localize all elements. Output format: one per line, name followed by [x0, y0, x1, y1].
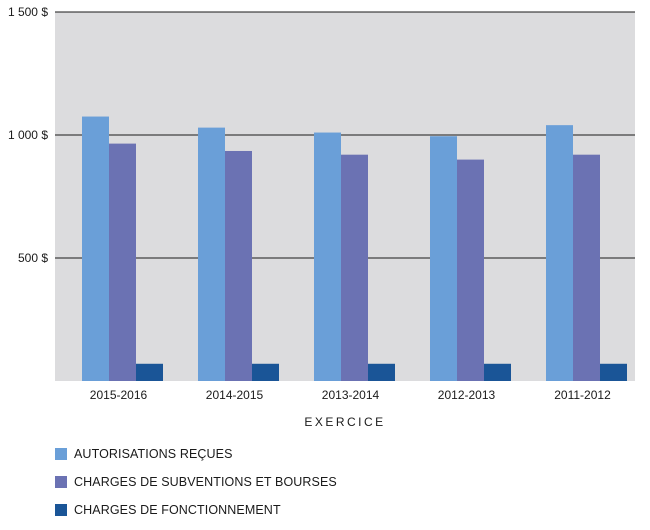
- legend: AUTORISATIONS REÇUES CHARGES DE SUBVENTI…: [55, 440, 337, 524]
- bar: [136, 363, 163, 381]
- bar: [368, 363, 395, 381]
- bar: [573, 154, 600, 381]
- legend-item-grants-expenses: CHARGES DE SUBVENTIONS ET BOURSES: [55, 468, 337, 496]
- bar: [600, 363, 627, 381]
- x-tick-labels: 2015-2016 2014-2015 2013-2014 2012-2013 2011…: [90, 388, 611, 402]
- legend-swatch: [55, 504, 67, 516]
- y-tick-label: 1 500 $: [8, 5, 48, 19]
- legend-label: CHARGES DE FONCTIONNEMENT: [74, 503, 281, 517]
- x-tick-label: 2012-2013: [438, 388, 496, 402]
- bar: [546, 125, 573, 381]
- x-tick-label: 2015-2016: [90, 388, 148, 402]
- legend-swatch: [55, 476, 67, 488]
- bar: [82, 116, 109, 382]
- x-tick-label: 2011-2012: [554, 388, 611, 402]
- legend-label: AUTORISATIONS REÇUES: [74, 447, 233, 461]
- bar-chart: 500 $1 000 $1 500 $ 2015-2016 2014-2015 20…: [8, 5, 635, 429]
- x-axis-label: EXERCICE: [304, 415, 385, 429]
- bar: [252, 363, 279, 381]
- y-tick-labels: 500 $ 1 000 $ 1 500 $: [8, 5, 48, 265]
- bar: [198, 127, 225, 382]
- y-tick-label: 1 000 $: [8, 128, 48, 142]
- bar: [430, 136, 457, 381]
- bar: [314, 132, 341, 381]
- legend-label: CHARGES DE SUBVENTIONS ET BOURSES: [74, 475, 337, 489]
- x-tick-label: 2014-2015: [206, 388, 264, 402]
- legend-swatch: [55, 448, 67, 460]
- legend-item-authorizations: AUTORISATIONS REÇUES: [55, 440, 337, 468]
- bar: [457, 159, 484, 381]
- bars: [82, 116, 627, 382]
- x-tick-label: 2013-2014: [322, 388, 380, 402]
- bar: [341, 154, 368, 381]
- y-tick-label: 500 $: [18, 251, 48, 265]
- bar: [109, 143, 136, 381]
- legend-item-operating-expenses: CHARGES DE FONCTIONNEMENT: [55, 496, 337, 524]
- bar: [225, 150, 252, 381]
- bar: [484, 363, 511, 381]
